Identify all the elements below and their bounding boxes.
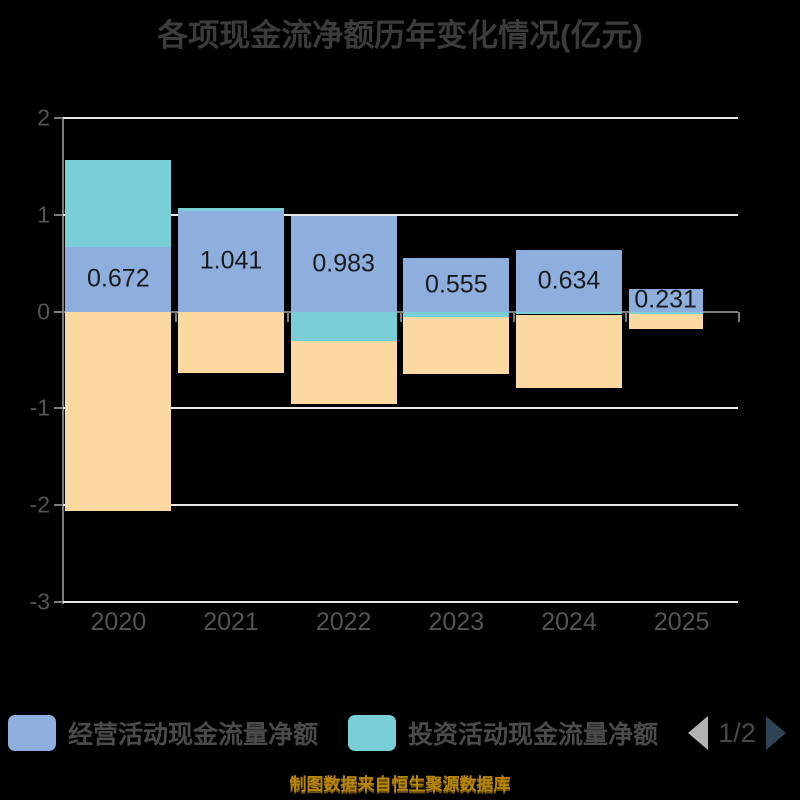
bar-value-label: 0.672 [87, 264, 150, 293]
triangle-right-icon[interactable] [766, 716, 786, 750]
gridline-2 [62, 117, 738, 119]
y-tick-label: 2 [37, 104, 50, 131]
footer-note: 制图数据来自恒生聚源数据库 [289, 775, 511, 794]
bar-segment[interactable] [628, 289, 703, 312]
y-tick-mark [54, 213, 63, 216]
y-tick-mark [54, 117, 63, 119]
bar-segment[interactable] [403, 257, 510, 312]
gridline-neg3 [62, 601, 738, 603]
bar-segment[interactable] [516, 311, 622, 315]
bar-segment[interactable] [178, 210, 284, 312]
bar-segment[interactable] [403, 317, 510, 374]
x-tick-mark [174, 311, 177, 322]
y-tick-mark [54, 310, 63, 313]
x-tick-mark [400, 311, 402, 322]
page-title: 各项现金流净额历年变化情况(亿元) [157, 18, 643, 53]
x-tick-mark [625, 311, 628, 322]
triangle-left-icon[interactable] [688, 716, 708, 750]
bar-value-label: 0.634 [537, 266, 601, 295]
x-tick-label-2022: 2022 [315, 608, 372, 636]
y-tick-mark [54, 601, 63, 603]
x-tick-label-2023: 2023 [428, 608, 485, 636]
bar-segment[interactable] [290, 340, 397, 404]
legend-swatch-icon [8, 715, 56, 751]
bar-segment[interactable] [516, 314, 622, 389]
legend-pager[interactable]: 1/2 [688, 708, 786, 758]
y-tick-label: -3 [29, 588, 50, 615]
x-tick-mark [287, 311, 290, 322]
x-tick-mark [738, 311, 740, 322]
bar-value-label: 0.983 [312, 249, 375, 278]
x-tick-label-2025: 2025 [653, 608, 710, 636]
gridline-neg2 [62, 504, 738, 507]
y-tick-label: -1 [29, 394, 50, 421]
bar-segment[interactable] [65, 311, 172, 511]
bar-value-label: 0.555 [425, 270, 488, 299]
bar-segment[interactable] [516, 250, 622, 312]
x-tick-mark [512, 311, 515, 322]
legend-item-1[interactable]: 投资活动现金流量净额 [348, 715, 658, 751]
gridline-neg1 [62, 407, 738, 410]
legend-item-0[interactable]: 经营活动现金流量净额 [8, 715, 318, 751]
legend-items: 经营活动现金流量净额投资活动现金流量净额筹资活动现金流量净额 [8, 708, 680, 758]
bar-segment[interactable] [65, 160, 172, 247]
gridline-1 [62, 213, 738, 216]
y-tick-label: 1 [37, 201, 50, 228]
legend-label: 投资活动现金流量净额 [408, 721, 659, 749]
x-tick-label-2024: 2024 [541, 608, 597, 636]
legend-label: 经营活动现金流量净额 [68, 721, 319, 749]
x-tick-label-2020: 2020 [90, 608, 147, 636]
y-tick-label: -2 [29, 491, 50, 518]
legend-swatch-icon [348, 715, 397, 751]
plot-area: 0.672 1.041 0.983 0.555 0.634 0.231 [62, 117, 738, 603]
x-tick-mark [62, 311, 64, 322]
bar-segment[interactable] [178, 311, 284, 373]
bar-segment[interactable] [628, 313, 703, 330]
pager-label: 1/2 [718, 717, 756, 748]
legend: 经营活动现金流量净额投资活动现金流量净额筹资活动现金流量净额 1/2 [0, 708, 800, 758]
bar-segment[interactable] [290, 311, 397, 341]
bar-segment[interactable] [628, 311, 703, 314]
y-tick-mark [54, 407, 63, 410]
bar-value-label: 1.041 [199, 246, 263, 275]
y-axis-line [62, 118, 64, 604]
bar-segment[interactable] [290, 216, 397, 312]
bar-segment[interactable] [178, 207, 284, 211]
bar-value-label: 0.231 [634, 285, 697, 314]
x-tick-label-2021: 2021 [203, 608, 259, 636]
bar-segment[interactable] [65, 246, 172, 312]
bar-segment[interactable] [403, 311, 510, 318]
footer-note-shadow: 制图数据来自恒生聚源数据库 [289, 777, 511, 796]
y-tick-label: 0 [37, 298, 50, 325]
y-tick-mark [54, 504, 63, 507]
